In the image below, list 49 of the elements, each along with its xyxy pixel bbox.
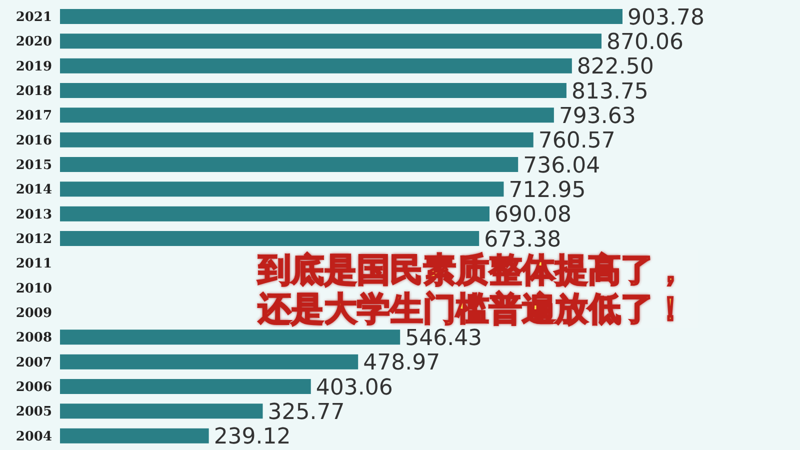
bar bbox=[60, 354, 358, 370]
y-tick-label: 2015 bbox=[16, 158, 52, 173]
data-label: 736.04 bbox=[523, 153, 600, 178]
y-tick-label: 2004 bbox=[16, 429, 52, 444]
data-label: 546.43 bbox=[405, 326, 482, 351]
bar bbox=[60, 34, 602, 49]
data-label: 478.97 bbox=[363, 350, 440, 376]
bar bbox=[60, 58, 572, 74]
data-label: 822.50 bbox=[576, 54, 654, 80]
bar bbox=[60, 379, 311, 394]
y-tick-label: 2020 bbox=[16, 34, 52, 50]
y-tick-label: 2006 bbox=[16, 380, 52, 395]
y-tick-label: 2013 bbox=[16, 207, 52, 222]
bar bbox=[60, 9, 622, 24]
y-tick-label: 2018 bbox=[16, 84, 52, 99]
y-tick-label: 2016 bbox=[16, 133, 52, 148]
y-tick-label: 2008 bbox=[16, 330, 52, 346]
data-label: 760.57 bbox=[538, 128, 616, 154]
bar bbox=[60, 132, 534, 148]
bar bbox=[60, 83, 566, 98]
y-tick-label: 2009 bbox=[16, 306, 52, 321]
bar bbox=[60, 206, 490, 222]
y-tick-label: 2012 bbox=[16, 232, 52, 247]
data-label: 673.38 bbox=[484, 227, 562, 252]
data-label: 813.75 bbox=[571, 79, 648, 104]
y-tick-label: 2007 bbox=[16, 355, 52, 370]
data-label: 690.08 bbox=[494, 202, 572, 228]
data-label: 870.06 bbox=[606, 30, 684, 55]
data-label: 403.06 bbox=[316, 375, 393, 400]
bar bbox=[60, 182, 504, 197]
data-label: 712.95 bbox=[508, 178, 586, 203]
data-label: 325.77 bbox=[268, 400, 345, 425]
y-tick-label: 2005 bbox=[16, 404, 52, 420]
bar bbox=[60, 157, 518, 172]
y-tick-label: 2011 bbox=[16, 256, 52, 272]
y-tick-label: 2010 bbox=[16, 281, 52, 296]
bar bbox=[60, 330, 400, 345]
bar bbox=[60, 231, 480, 246]
data-label: 793.63 bbox=[558, 104, 636, 129]
y-tick-label: 2019 bbox=[16, 59, 52, 74]
annotation: 到底是国民素质整体提高了，还是大学生门槛普遍放低了！ bbox=[258, 250, 687, 328]
y-tick-label: 2014 bbox=[16, 182, 52, 198]
y-tick-label: 2017 bbox=[16, 108, 52, 124]
y-tick-label: 2021 bbox=[16, 10, 52, 25]
bar bbox=[60, 428, 209, 444]
bar bbox=[60, 404, 263, 419]
bar bbox=[60, 108, 554, 123]
data-label: 239.12 bbox=[214, 424, 291, 450]
data-label: 903.78 bbox=[628, 5, 704, 30]
